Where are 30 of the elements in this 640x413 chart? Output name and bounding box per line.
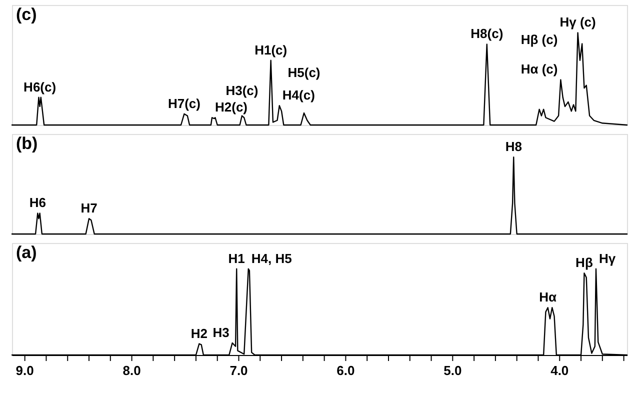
annotation: Hβ — [576, 255, 593, 270]
annotation: H1(c) — [254, 42, 288, 58]
x-tick-label: 5.0 — [444, 363, 462, 378]
chart-title: (b) — [16, 134, 38, 153]
x-tick-label: 9.0 — [16, 363, 34, 378]
annotation: H2(c) — [215, 100, 248, 115]
annotation: Hα (c) — [520, 61, 558, 76]
annotation: H4, H5 — [251, 250, 292, 266]
chart-title: (a) — [16, 243, 37, 262]
annotation: H3 — [212, 324, 230, 340]
annotation: H1 — [228, 250, 245, 266]
annotation: Hβ (c) — [520, 32, 558, 47]
annotation: H6(c) — [24, 79, 56, 94]
annotation: H6 — [29, 195, 46, 210]
x-tick-label: 6.0 — [336, 363, 355, 378]
x-tick-label: 8.0 — [122, 363, 141, 378]
annotation: H7 — [80, 200, 98, 216]
x-tick-label: 7.0 — [230, 363, 248, 378]
annotation: H3(c) — [226, 82, 258, 98]
annotation: Hα — [539, 290, 557, 305]
chart-title: (c) — [16, 5, 37, 24]
annotation: Hγ (c) — [560, 14, 596, 30]
annotation: H4(c) — [282, 88, 315, 103]
annotation: Hγ — [598, 250, 616, 266]
annotation: H8(c) — [470, 26, 504, 42]
annotation: H8 — [505, 139, 522, 154]
x-tick-label: 4.0 — [550, 363, 569, 378]
annotation: H5(c) — [288, 65, 320, 80]
annotation: H7(c) — [168, 96, 200, 111]
annotation: H2 — [190, 326, 208, 341]
